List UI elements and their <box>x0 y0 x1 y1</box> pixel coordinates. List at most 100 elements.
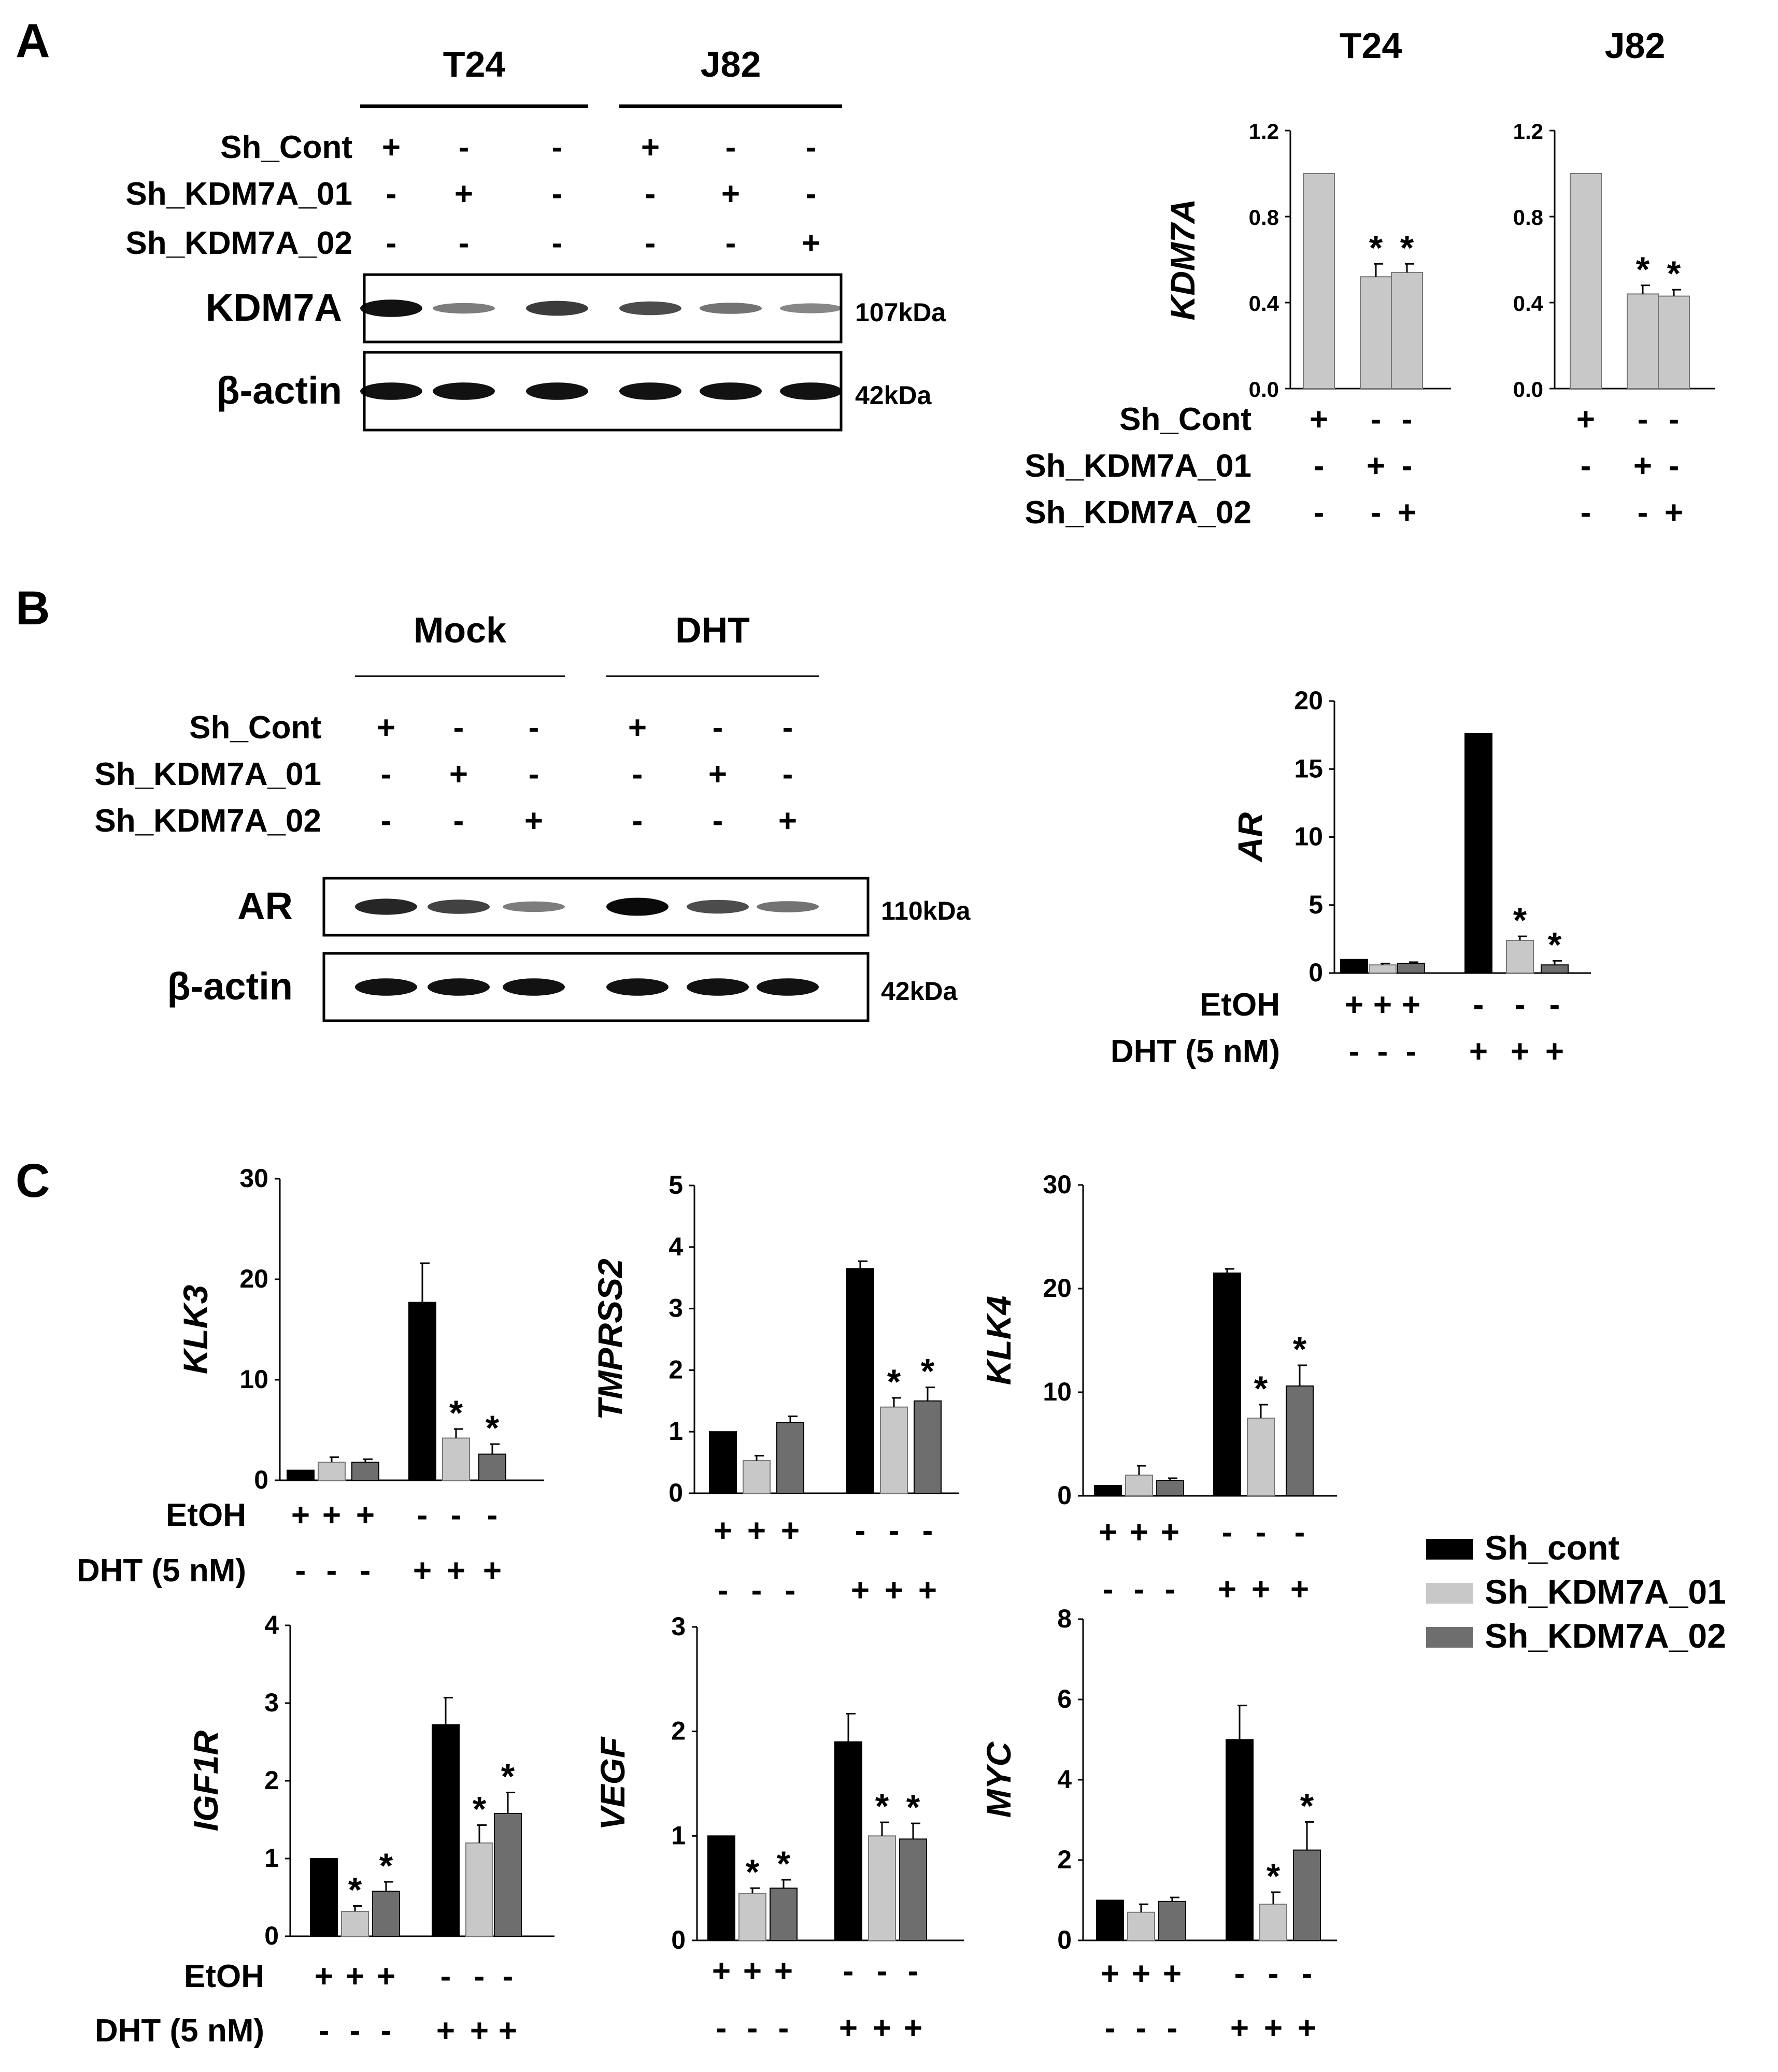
treatment-label: Sh_Cont <box>1119 402 1251 437</box>
bar <box>341 1911 369 1937</box>
treatment-sign: + <box>1310 402 1328 437</box>
treatment-sign: + <box>346 1959 364 1994</box>
bar <box>776 1422 804 1494</box>
treatment-sign: - <box>487 1497 498 1533</box>
treatment-sign: + <box>377 1959 395 1994</box>
treatment-sign: + <box>1290 1571 1309 1607</box>
treatment-sign: - <box>1669 402 1680 437</box>
bar <box>1158 1900 1186 1941</box>
treatment-label: EtOH <box>1200 987 1280 1023</box>
legend-label: Sh_KDM7A_02 <box>1485 1617 1726 1655</box>
treatment-sign: - <box>417 1497 428 1533</box>
significance-star: * <box>348 1870 362 1910</box>
treatment-sign: + <box>436 2013 455 2049</box>
y-tick-label: 0.8 <box>1249 205 1279 230</box>
y-tick-label: 1 <box>671 1821 686 1850</box>
y-axis-label: AR <box>1231 812 1269 863</box>
treatment-sign: - <box>1515 987 1526 1023</box>
blot-band <box>780 382 842 400</box>
treatment-sign: + <box>1373 987 1392 1023</box>
treatment-sign: + <box>1398 495 1416 531</box>
y-tick-label: 10 <box>239 1365 268 1394</box>
blot-band-label: AR <box>237 884 293 927</box>
y-tick-label: 20 <box>1043 1274 1072 1303</box>
treatment-sign: - <box>440 1959 451 1994</box>
y-tick-label: 4 <box>1057 1765 1072 1794</box>
bar <box>1125 1475 1153 1496</box>
bar <box>1213 1273 1241 1496</box>
chart-c-klk4: 0 10 20 30 KLK4 * * <box>979 1170 1337 1510</box>
y-tick-label: 3 <box>264 1688 279 1717</box>
blot-sign: + <box>641 130 660 165</box>
blot-sign: - <box>645 225 656 261</box>
significance-star: * <box>1513 901 1527 940</box>
chart-c-igf1r: 0 1 2 3 4 IGF1R * * * * <box>187 1610 554 1950</box>
treatment-label: Sh_KDM7A_02 <box>1025 495 1251 531</box>
blot-group-label: J82 <box>701 44 761 84</box>
treatment-sign: + <box>1251 1571 1270 1607</box>
blot-sign: - <box>632 756 643 792</box>
bar <box>899 1838 927 1941</box>
y-tick-label: 10 <box>1294 822 1323 851</box>
bar <box>914 1400 942 1494</box>
bar <box>1303 173 1335 389</box>
bar <box>1506 940 1534 974</box>
bar <box>478 1453 506 1481</box>
chart-c-vegf: 0 1 2 3 VEGF * * * * <box>593 1612 964 1954</box>
y-tick-label: 0.4 <box>1513 291 1544 316</box>
blot-band <box>433 303 495 314</box>
significance-star: * <box>746 1852 760 1892</box>
blot-sign: + <box>449 756 468 792</box>
bar <box>1658 295 1690 389</box>
treatment-sign: - <box>1103 1571 1114 1607</box>
bar <box>1096 1899 1124 1941</box>
blot-band <box>757 978 819 996</box>
y-axis-label: IGF1R <box>187 1730 225 1831</box>
significance-star: * <box>1267 1856 1281 1896</box>
bar <box>432 1724 460 1937</box>
treatment-sign: - <box>1349 1034 1360 1069</box>
significance-star: * <box>887 1362 901 1402</box>
panel-letter-a: A <box>16 15 50 67</box>
blot-sign: + <box>377 710 395 746</box>
bar <box>707 1835 735 1941</box>
treatment-sign: - <box>1295 1514 1305 1550</box>
treatment-sign: + <box>747 1513 766 1549</box>
blot-sign: + <box>778 803 797 839</box>
bar <box>1369 964 1397 974</box>
y-tick-label: 0 <box>668 1478 683 1507</box>
y-tick-label: 4 <box>668 1232 683 1261</box>
treatment-sign: - <box>1549 987 1560 1023</box>
chart-title: T24 <box>1340 25 1402 66</box>
panel-letter-c: C <box>16 1154 50 1207</box>
legend-label: Sh_KDM7A_01 <box>1485 1573 1726 1611</box>
y-tick-label: 2 <box>671 1717 686 1746</box>
treatment-sign: - <box>718 1573 729 1608</box>
y-tick-label: 6 <box>1057 1684 1072 1713</box>
bar <box>1226 1739 1254 1941</box>
blot-band <box>757 901 819 912</box>
treatment-sign: - <box>855 1513 866 1549</box>
blot-sign: - <box>552 225 563 261</box>
treatment-label: EtOH <box>166 1497 246 1533</box>
treatment-sign: + <box>873 2010 891 2046</box>
treatment-sign: - <box>1222 1514 1233 1550</box>
treatment-sign: - <box>1581 495 1591 531</box>
bar <box>442 1437 470 1481</box>
y-tick-label: 20 <box>1294 686 1323 715</box>
treatment-sign: - <box>716 2010 727 2046</box>
treatment-sign: - <box>451 1497 462 1533</box>
treatment-sign: + <box>1545 1034 1564 1069</box>
bar <box>318 1462 346 1481</box>
treatment-sign: + <box>1402 987 1420 1023</box>
treatment-sign: - <box>1371 402 1382 437</box>
blot-band <box>687 978 749 996</box>
blot-band <box>619 382 681 400</box>
blot-band <box>606 897 668 916</box>
blot-band <box>780 303 842 313</box>
treatment-sign: - <box>1136 2010 1147 2046</box>
blot-sign: - <box>783 756 793 792</box>
bar <box>1360 276 1392 390</box>
legend-label: Sh_cont <box>1485 1528 1619 1567</box>
treatment-tables: Sh_Cont + - -Sh_KDM7A_01- + -Sh_KDM7A_02- - ++ -… <box>77 402 1683 2049</box>
